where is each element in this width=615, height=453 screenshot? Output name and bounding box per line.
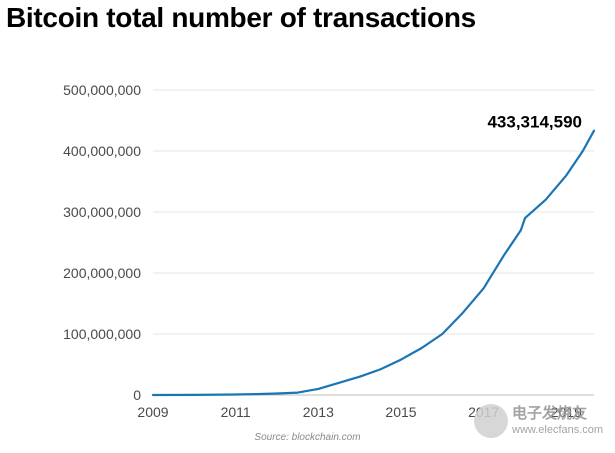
series-line: [151, 129, 596, 397]
y-tick-label: 100,000,000: [63, 326, 141, 342]
annotations: 433,314,590: [487, 113, 582, 132]
y-tick-label: 500,000,000: [63, 82, 141, 98]
x-tick-label: 2011: [221, 404, 251, 420]
x-tick-label: 2015: [385, 404, 416, 420]
watermark: 电子发烧友 www.elecfans.com: [474, 398, 612, 446]
chart-title: Bitcoin total number of transactions: [6, 2, 476, 33]
x-tick-label: 2013: [303, 404, 334, 420]
annotation-label: 433,314,590: [487, 113, 582, 132]
y-tick-label: 200,000,000: [63, 265, 141, 281]
grid: [153, 89, 594, 335]
x-tick-label: 2009: [137, 404, 168, 420]
watermark-logo-icon: [474, 404, 508, 438]
x-axis: 200920112013201520172019: [137, 404, 582, 420]
watermark-text: 电子发烧友: [512, 405, 588, 422]
y-axis: 0 100,000,000 200,000,000 300,000,000 400,00…: [63, 82, 141, 403]
y-tick-label: 400,000,000: [63, 143, 141, 159]
x-tick-label: 2019: [551, 404, 582, 420]
source-note: Source: blockchain.com: [254, 432, 361, 443]
watermark-url: www.elecfans.com: [512, 424, 604, 436]
y-tick-label: 300,000,000: [63, 204, 141, 220]
y-tick-label: 0: [133, 387, 141, 403]
